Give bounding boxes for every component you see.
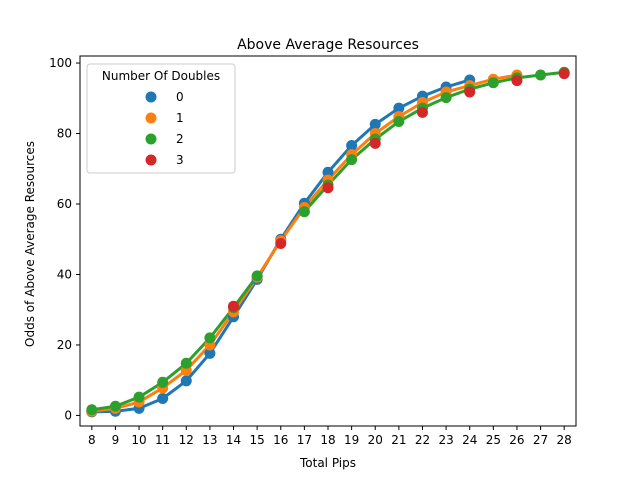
x-tick-label: 17 [297, 433, 312, 447]
legend-marker-0 [145, 91, 157, 103]
y-tick-label: 100 [49, 56, 72, 70]
x-tick-label: 14 [226, 433, 241, 447]
legend-items: 0 1 2 3 [145, 90, 184, 167]
x-tick-label: 18 [320, 433, 335, 447]
series-3-point [511, 75, 523, 87]
series-2-point [440, 92, 452, 104]
x-tick-label: 28 [557, 433, 572, 447]
series-3-point [369, 137, 381, 149]
series-0-point [157, 393, 169, 405]
legend-label-2: 2 [176, 132, 184, 146]
x-tick-label: 25 [486, 433, 501, 447]
legend-title: Number Of Doubles [102, 69, 220, 83]
y-tick-label: 60 [57, 197, 72, 211]
x-tick-label: 24 [462, 433, 477, 447]
series-2-point [393, 116, 405, 128]
series-3-point [464, 86, 476, 98]
x-tick-label: 11 [155, 433, 170, 447]
series-0-point [204, 347, 216, 359]
y-tick-label: 0 [64, 408, 72, 422]
series-3-point [275, 237, 287, 249]
series-0-point [346, 140, 358, 152]
legend-marker-1 [145, 112, 157, 124]
x-tick-label: 16 [273, 433, 288, 447]
x-tick-label: 20 [368, 433, 383, 447]
series-2-point [251, 270, 263, 282]
x-tick-label: 9 [112, 433, 120, 447]
x-axis-label: Total Pips [299, 456, 356, 470]
series-2-point [487, 77, 499, 89]
legend: Number Of Doubles 0 1 2 3 [86, 63, 236, 174]
series-0-point [369, 118, 381, 130]
x-tick-label: 12 [179, 433, 194, 447]
x-tick-label: 21 [391, 433, 406, 447]
series-3-point [322, 182, 334, 194]
x-tick-label: 26 [509, 433, 524, 447]
legend-marker-2 [145, 133, 157, 145]
legend-label-3: 3 [176, 153, 184, 167]
x-tick-label: 22 [415, 433, 430, 447]
legend-label-1: 1 [176, 111, 184, 125]
series-3-point [228, 300, 240, 312]
y-tick-label: 40 [57, 267, 72, 281]
legend-marker-3 [145, 154, 157, 166]
series-0-point [180, 375, 192, 387]
series-3-point [416, 106, 428, 118]
y-axis: 0 20 40 60 80 100 [49, 56, 80, 422]
legend-box [86, 63, 236, 174]
series-2-point [133, 391, 145, 403]
x-tick-label: 10 [131, 433, 146, 447]
x-tick-label: 8 [88, 433, 96, 447]
series-2-point [298, 206, 310, 218]
series-3-point [558, 68, 570, 80]
series-2-point [535, 69, 547, 81]
x-tick-label: 27 [533, 433, 548, 447]
series-2-point [204, 332, 216, 344]
series-2-point [180, 357, 192, 369]
y-tick-label: 20 [57, 338, 72, 352]
y-tick-label: 80 [57, 127, 72, 141]
plot-area [79, 55, 577, 427]
series-2-point [86, 404, 98, 416]
series-0-point [322, 166, 334, 178]
series-0-point [393, 102, 405, 114]
x-axis: 8 9 10 11 12 13 14 15 16 17 18 19 20 21 22 23 24 25 26 27 28 [88, 426, 572, 447]
x-tick-label: 19 [344, 433, 359, 447]
series-2-point [346, 154, 358, 166]
x-tick-label: 13 [202, 433, 217, 447]
x-tick-label: 23 [438, 433, 453, 447]
legend-label-0: 0 [176, 90, 184, 104]
series-2-point [157, 376, 169, 388]
chart-title: Above Average Resources [237, 37, 419, 53]
y-axis-label: Odds of Above Average Resources [23, 141, 37, 347]
series-2-point [109, 400, 121, 412]
x-tick-label: 15 [250, 433, 265, 447]
